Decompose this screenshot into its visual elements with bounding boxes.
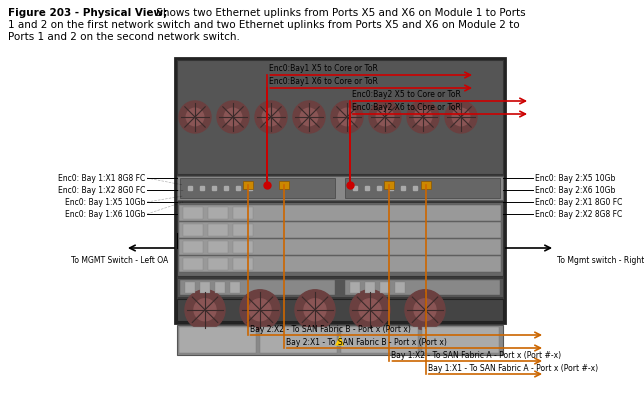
FancyBboxPatch shape [233,258,253,270]
FancyBboxPatch shape [175,58,505,323]
FancyBboxPatch shape [345,280,500,295]
Text: 1 and 2 on the first network switch and two Ethernet uplinks from Ports X5 and X: 1 and 2 on the first network switch and … [8,20,520,30]
FancyBboxPatch shape [421,182,431,189]
Text: Enc0:Bay2 X5 to Core or ToR: Enc0:Bay2 X5 to Core or ToR [352,90,460,99]
FancyBboxPatch shape [185,282,195,293]
Circle shape [407,101,439,133]
FancyBboxPatch shape [350,282,360,293]
FancyBboxPatch shape [233,224,253,236]
FancyBboxPatch shape [380,282,390,293]
FancyBboxPatch shape [177,60,503,174]
FancyBboxPatch shape [395,282,405,293]
Circle shape [194,299,216,321]
FancyBboxPatch shape [208,207,228,219]
FancyBboxPatch shape [422,327,499,353]
FancyBboxPatch shape [208,224,228,236]
Circle shape [249,299,271,321]
Text: Bay 2:X1 - To SAN Fabric B - Port x (Port x): Bay 2:X1 - To SAN Fabric B - Port x (Por… [286,338,447,347]
FancyBboxPatch shape [183,207,203,219]
Text: Enc0:Bay1 X5 to Core or ToR: Enc0:Bay1 X5 to Core or ToR [269,64,378,73]
Circle shape [217,101,249,133]
FancyBboxPatch shape [179,256,501,272]
Text: ▲: ▲ [335,333,345,346]
Circle shape [359,299,381,321]
Text: Enc0: Bay 1:X2 8G0 FC: Enc0: Bay 1:X2 8G0 FC [57,185,145,194]
Circle shape [405,290,445,330]
FancyBboxPatch shape [179,205,501,221]
FancyBboxPatch shape [183,241,203,253]
Circle shape [255,101,287,133]
FancyBboxPatch shape [179,222,501,238]
FancyBboxPatch shape [233,241,253,253]
Circle shape [179,101,211,133]
Text: Enc0: Bay 2:X5 10Gb: Enc0: Bay 2:X5 10Gb [535,173,616,182]
FancyBboxPatch shape [183,224,203,236]
Circle shape [240,290,280,330]
FancyBboxPatch shape [215,282,225,293]
Circle shape [338,108,355,126]
Text: Ports 1 and 2 on the second network switch.: Ports 1 and 2 on the second network swit… [8,32,240,42]
FancyBboxPatch shape [243,182,252,189]
Text: Enc0:Bay1 X6 to Core or ToR: Enc0:Bay1 X6 to Core or ToR [269,77,378,86]
Circle shape [414,299,436,321]
FancyBboxPatch shape [384,182,395,189]
Circle shape [295,290,335,330]
FancyBboxPatch shape [179,239,501,255]
Text: To Mgmt switch - Right OA: To Mgmt switch - Right OA [557,256,644,265]
Text: Figure 203 - Physical View;: Figure 203 - Physical View; [8,8,167,18]
FancyBboxPatch shape [180,178,335,198]
Circle shape [262,108,279,126]
Text: Enc0: Bay 2:X2 8G8 FC: Enc0: Bay 2:X2 8G8 FC [535,210,622,219]
FancyBboxPatch shape [260,327,337,353]
FancyBboxPatch shape [177,202,503,276]
Circle shape [186,108,204,126]
Circle shape [300,108,317,126]
FancyBboxPatch shape [345,178,500,198]
Circle shape [331,101,363,133]
Circle shape [445,101,477,133]
FancyBboxPatch shape [177,278,503,297]
FancyBboxPatch shape [179,327,256,353]
Circle shape [350,290,390,330]
Text: Bay 1:X2 - To SAN Fabric A - Port x (Port #-x): Bay 1:X2 - To SAN Fabric A - Port x (Por… [392,351,562,360]
Text: Enc0: Bay 1:X6 10Gb: Enc0: Bay 1:X6 10Gb [64,210,145,219]
FancyBboxPatch shape [341,327,418,353]
FancyBboxPatch shape [180,280,335,295]
Circle shape [224,108,242,126]
Text: Enc0: Bay 1:X5 10Gb: Enc0: Bay 1:X5 10Gb [64,198,145,206]
Text: Shows two Ethernet uplinks from Ports X5 and X6 on Module 1 to Ports: Shows two Ethernet uplinks from Ports X5… [153,8,526,18]
Circle shape [293,101,325,133]
FancyBboxPatch shape [208,241,228,253]
Circle shape [414,108,431,126]
Text: Bay 1:X1 - To SAN Fabric A - Port x (Port #-x): Bay 1:X1 - To SAN Fabric A - Port x (Por… [428,364,598,373]
FancyBboxPatch shape [200,282,210,293]
FancyBboxPatch shape [177,325,503,355]
FancyBboxPatch shape [230,282,240,293]
FancyBboxPatch shape [365,282,375,293]
Text: Enc0: Bay 1:X1 8G8 FC: Enc0: Bay 1:X1 8G8 FC [58,173,145,182]
Text: Enc0: Bay 2:X6 10Gb: Enc0: Bay 2:X6 10Gb [535,185,616,194]
Circle shape [376,108,393,126]
FancyBboxPatch shape [177,298,503,321]
Text: Enc0:Bay2 X6 to Core or ToR: Enc0:Bay2 X6 to Core or ToR [352,103,460,112]
FancyBboxPatch shape [279,182,289,189]
Text: Enc0: Bay 2:X1 8G0 FC: Enc0: Bay 2:X1 8G0 FC [535,198,622,206]
Text: Bay 2:X2 - To SAN Fabric B - Port x (Port x): Bay 2:X2 - To SAN Fabric B - Port x (Por… [250,325,410,334]
FancyBboxPatch shape [183,258,203,270]
Circle shape [369,101,401,133]
FancyBboxPatch shape [208,258,228,270]
Circle shape [185,290,225,330]
Circle shape [452,108,470,126]
FancyBboxPatch shape [177,176,503,200]
Circle shape [304,299,326,321]
Text: To MGMT Switch - Left OA: To MGMT Switch - Left OA [71,256,169,265]
FancyBboxPatch shape [233,207,253,219]
